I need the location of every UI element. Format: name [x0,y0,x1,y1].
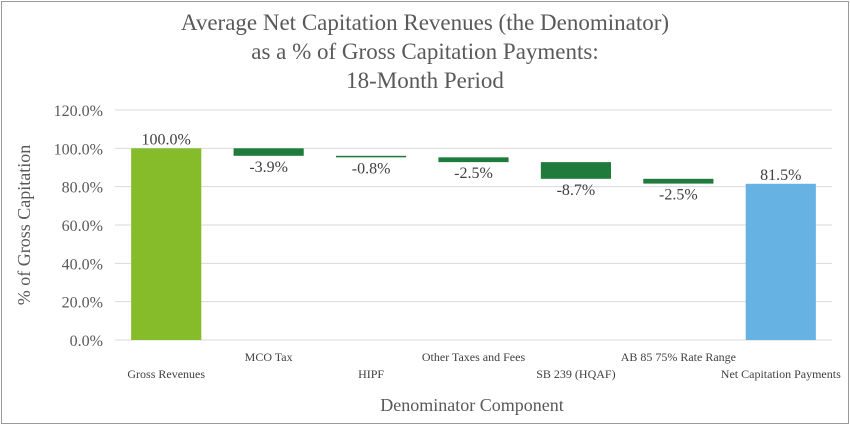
x-category-label: Gross Revenues [127,367,205,381]
chart-title-line-3: 18-Month Period [346,68,504,93]
data-label: -2.5% [454,165,493,182]
data-label: -3.9% [249,159,288,176]
x-category-label: Net Capitation Payments [721,367,841,381]
x-category-label: AB 85 75% Rate Range [621,350,736,364]
bar [131,148,202,340]
y-tick-label: 80.0% [62,180,103,197]
y-tick-label: 60.0% [62,218,103,235]
y-axis-tick-labels: 0.0% 20.0% 40.0% 60.0% 80.0% 100.0% 120.0% [54,103,103,350]
bar [643,178,714,184]
data-label: -2.5% [659,187,698,204]
bar [233,148,304,156]
data-label: 100.0% [142,131,191,148]
bar [335,155,407,158]
data-label: -0.8% [352,160,391,177]
data-label: 81.5% [760,167,801,184]
chart-title-line-2: as a % of Gross Capitation Payments: [251,39,599,64]
x-category-label: Other Taxes and Fees [422,350,526,364]
x-category-label: HIPF [358,367,384,381]
bar [438,157,509,163]
y-axis-title: % of Gross Capitation [14,145,34,305]
y-tick-label: 100.0% [54,141,103,158]
y-tick-label: 20.0% [62,295,103,312]
chart-title-line-1: Average Net Capitation Revenues (the Den… [180,10,670,35]
y-tick-label: 40.0% [62,256,103,273]
bars [131,148,816,340]
bar [745,183,816,340]
data-labels: 100.0% -3.9% -0.8% -2.5% -8.7% -2.5% 81.5% [142,131,802,203]
x-category-label: MCO Tax [245,350,293,364]
gridlines [115,109,832,341]
x-axis-title: Denominator Component [380,395,563,415]
y-tick-label: 0.0% [70,333,103,350]
y-tick-label: 120.0% [54,103,103,120]
x-axis-category-labels: Gross Revenues MCO Tax HIPF Other Taxes and… [127,350,841,381]
bar [540,162,612,179]
chart-title: Average Net Capitation Revenues (the Den… [0,8,850,95]
x-category-label: SB 239 (HQAF) [536,367,615,381]
data-label: -8.7% [557,182,596,199]
